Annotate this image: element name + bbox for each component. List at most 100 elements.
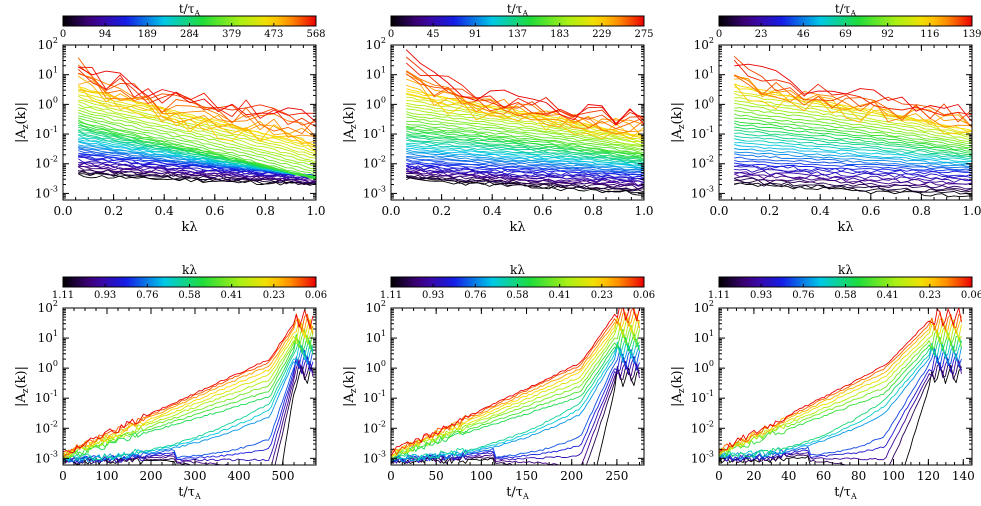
y-tick-label: 100 xyxy=(38,359,58,375)
colorbar-tick-label: 0.76 xyxy=(136,290,158,301)
data-series-10 xyxy=(63,335,314,457)
y-tick-base: 10 xyxy=(38,68,53,82)
y-axis-label-sub: z xyxy=(677,388,687,393)
y-tick-base: 10 xyxy=(363,391,378,405)
data-series-26 xyxy=(734,120,972,152)
data-series-31 xyxy=(406,134,644,162)
colorbar-tick-label: 69 xyxy=(839,29,852,40)
colorbar-tick-label: 139 xyxy=(962,29,981,40)
data-series-7 xyxy=(63,345,314,463)
y-tick-exponent: -2 xyxy=(706,419,714,428)
data-series-14 xyxy=(719,311,962,452)
data-series-2 xyxy=(734,181,972,196)
y-tick-label: 10-3 xyxy=(35,449,58,465)
y-tick-base: 10 xyxy=(691,186,706,200)
x-axis-label-sub: A xyxy=(522,492,529,501)
colorbar-tick-label: 0.23 xyxy=(919,290,941,301)
data-series-37 xyxy=(406,123,644,156)
y-tick-exponent: 1 xyxy=(381,66,386,75)
data-series-41 xyxy=(406,111,644,148)
y-tick-exponent: 1 xyxy=(709,329,714,338)
data-series-16 xyxy=(734,151,972,168)
y-tick-exponent: -2 xyxy=(50,155,58,164)
series-group xyxy=(77,57,316,186)
chart-panel-top-3: t/τA0 23 46 69 92 116 13910-310-210-1100101102… xyxy=(670,2,981,235)
x-axis-label: t/τA xyxy=(834,485,857,501)
y-axis-label-end: (k)| xyxy=(14,102,29,124)
y-tick-exponent: 1 xyxy=(53,329,58,338)
data-series-33 xyxy=(734,97,972,138)
y-axis-label-main: |A xyxy=(670,393,685,407)
plot-frame xyxy=(62,307,317,466)
y-tick-base: 10 xyxy=(694,68,709,82)
data-series-34 xyxy=(406,128,644,158)
y-axis-label: |Az(k)| xyxy=(670,102,687,143)
data-series-3 xyxy=(719,357,962,462)
y-tick-label: 102 xyxy=(366,36,386,52)
y-tick-label: 10-1 xyxy=(363,389,386,405)
data-series-55 xyxy=(77,64,316,138)
y-tick-exponent: -1 xyxy=(50,125,58,134)
data-series-42 xyxy=(406,108,644,147)
colorbar-tick-label: 0.58 xyxy=(834,290,856,301)
y-axis-label-end: (k)| xyxy=(670,102,685,124)
x-tick-label: 100 xyxy=(470,469,493,483)
x-tick-label: 1.0 xyxy=(962,204,981,218)
data-series-10 xyxy=(734,165,972,179)
data-series-17 xyxy=(63,313,314,459)
y-tick-label: 101 xyxy=(38,66,58,82)
y-tick-base: 10 xyxy=(38,301,53,315)
colorbar-title: t/τA xyxy=(179,2,201,18)
x-tick-label: 0.2 xyxy=(432,204,451,218)
data-series-39 xyxy=(734,78,972,128)
data-series-2 xyxy=(391,363,640,465)
y-tick-label: 102 xyxy=(694,36,714,52)
y-tick-exponent: 0 xyxy=(381,359,386,368)
data-series-15 xyxy=(719,308,962,454)
x-tick-label: 400 xyxy=(228,469,251,483)
chart-panel-bottom-3: kλ1.11 0.93 0.76 0.58 0.41 0.23 0.0610-310-210… xyxy=(670,263,981,501)
colorbar-tick-label: 0.76 xyxy=(792,290,814,301)
y-tick-base: 10 xyxy=(366,38,381,52)
data-series-1 xyxy=(391,367,640,465)
y-tick-base: 10 xyxy=(694,331,709,345)
data-series-15 xyxy=(63,319,314,459)
data-series-24 xyxy=(406,147,644,168)
y-tick-base: 10 xyxy=(38,361,53,375)
data-series-7 xyxy=(719,340,962,459)
series-group xyxy=(733,56,972,198)
x-tick-label: 500 xyxy=(272,469,295,483)
colorbar-title-sub: A xyxy=(849,9,856,18)
colorbar-title-main: t/τ xyxy=(507,2,523,16)
data-series-43 xyxy=(78,101,316,163)
y-tick-label: 101 xyxy=(694,66,714,82)
data-series-5 xyxy=(391,352,640,463)
x-tick-label: 200 xyxy=(140,469,163,483)
colorbar-tick-label: 0.76 xyxy=(464,290,486,301)
colorbar-tick-label: 0 xyxy=(716,29,722,40)
colorbar-tick-label: 46 xyxy=(797,29,810,40)
y-tick-exponent: 1 xyxy=(709,66,714,75)
x-axis-label: t/τA xyxy=(178,485,201,501)
y-axis-label: |Az(k)| xyxy=(670,366,687,407)
y-axis-label-sub: z xyxy=(21,388,31,393)
data-series-17 xyxy=(406,160,644,176)
y-tick-exponent: 0 xyxy=(381,95,386,104)
data-series-12 xyxy=(406,166,644,181)
y-tick-label: 10-3 xyxy=(363,184,386,200)
y-tick-label: 10-3 xyxy=(691,184,714,200)
x-tick-label: 0.0 xyxy=(709,204,728,218)
x-tick-label: 0 xyxy=(59,469,67,483)
data-series-18 xyxy=(391,308,640,457)
x-axis-label: kλ xyxy=(181,220,197,235)
x-tick-label: 200 xyxy=(560,469,583,483)
data-series-9 xyxy=(406,169,644,186)
data-series-6 xyxy=(733,173,972,186)
y-tick-base: 10 xyxy=(38,38,53,52)
x-tick-label: 40 xyxy=(781,469,796,483)
colorbar-tick-label: 0.41 xyxy=(549,290,571,301)
x-tick-label: 1.0 xyxy=(634,204,653,218)
data-series-29 xyxy=(406,137,644,163)
x-axis-label: t/τA xyxy=(506,485,529,501)
data-series-5 xyxy=(719,348,962,461)
